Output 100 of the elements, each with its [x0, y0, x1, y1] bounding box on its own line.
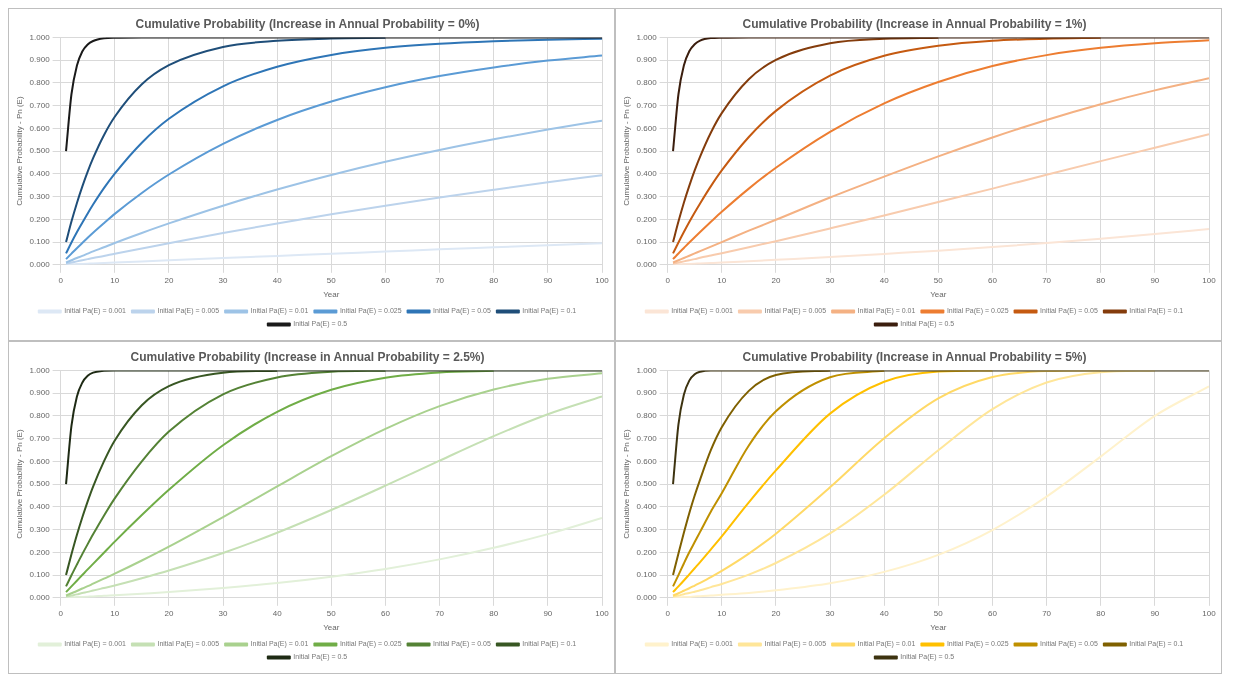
y-tick-label: 0.100 [636, 570, 658, 580]
line-series [65, 370, 279, 577]
y-tick-label: 0.000 [29, 260, 51, 269]
x-tick-label: 10 [110, 275, 120, 285]
x-tick-label: 70 [1042, 275, 1052, 285]
x-tick-label: 10 [110, 608, 120, 618]
line-series [672, 37, 1102, 255]
chart-title: Cumulative Probability (Increase in Annual Probability = 1%) [742, 16, 1087, 31]
x-tick-label: 80 [489, 608, 499, 618]
x-tick-label: 10 [717, 608, 727, 618]
x-tick-label: 0 [665, 275, 671, 285]
x-tick-label: 20 [164, 608, 174, 618]
x-tick-label: 100 [595, 608, 610, 618]
x-axis-title: Year [323, 623, 340, 633]
x-tick-label: 60 [987, 608, 998, 618]
y-tick-label: 0.500 [29, 479, 51, 489]
y-tick-label: 0.400 [29, 502, 51, 512]
x-tick-label: 60 [380, 275, 391, 285]
y-tick-label: 0.500 [636, 146, 658, 156]
y-tick-label: 0.200 [29, 214, 51, 224]
x-tick-label: 30 [825, 275, 836, 285]
y-tick-label: 0.700 [29, 100, 51, 110]
line-series [65, 370, 387, 588]
y-tick-label: 0.700 [636, 433, 658, 443]
x-tick-label: 40 [272, 608, 283, 618]
x-tick-label: 70 [1042, 608, 1052, 618]
line-series [672, 77, 1209, 264]
x-tick-label: 100 [1202, 275, 1217, 285]
y-tick-label: 0.200 [29, 547, 51, 557]
x-tick-label: 40 [272, 275, 283, 285]
y-tick-label: 0.300 [636, 524, 658, 534]
x-tick-label: 20 [771, 608, 781, 618]
y-tick-label: 0.400 [636, 502, 658, 512]
x-axis-title: Year [930, 623, 947, 633]
y-tick-label: 0.800 [636, 411, 658, 421]
x-tick-label: 30 [825, 608, 836, 618]
chart-title: Cumulative Probability (Increase in Annual Probability = 2.5%) [130, 349, 485, 364]
x-tick-label: 30 [218, 608, 229, 618]
line-series [65, 37, 387, 244]
y-tick-label: 0.600 [636, 456, 658, 466]
y-tick-label: 0.700 [636, 100, 658, 110]
x-tick-label: 0 [58, 275, 64, 285]
x-tick-label: 90 [543, 275, 553, 285]
x-tick-label: 70 [435, 275, 445, 285]
y-axis-title: Cumulative Probability - Pn (E) [15, 96, 24, 206]
y-tick-label: 0.500 [29, 146, 51, 156]
x-tick-label: 100 [595, 275, 610, 285]
y-tick-label: 0.300 [29, 524, 51, 534]
y-tick-label: 0.700 [29, 433, 51, 443]
y-tick-label: 0.400 [29, 169, 51, 179]
y-tick-label: 1.000 [29, 32, 51, 42]
chart-title: Cumulative Probability (Increase in Annual Probability = 0%) [135, 16, 480, 31]
x-tick-label: 50 [326, 275, 337, 285]
x-tick-label: 30 [218, 275, 229, 285]
y-tick-label: 0.300 [29, 191, 51, 201]
y-tick-label: 0.600 [29, 123, 51, 133]
y-tick-label: 0.100 [636, 237, 658, 247]
y-axis-title: Cumulative Probability - Pn (E) [15, 429, 24, 539]
y-tick-label: 0.300 [636, 191, 658, 201]
x-tick-label: 50 [933, 275, 944, 285]
y-tick-label: 0.600 [29, 456, 51, 466]
x-tick-label: 0 [58, 608, 64, 618]
y-tick-label: 0.100 [29, 237, 51, 247]
chart-title: Cumulative Probability (Increase in Annual Probability = 5%) [742, 349, 1087, 364]
y-tick-label: 0.500 [636, 479, 658, 489]
x-tick-label: 40 [879, 608, 890, 618]
y-tick-label: 0.200 [636, 547, 658, 557]
line-series [672, 370, 886, 588]
x-tick-label: 60 [380, 608, 391, 618]
y-tick-label: 1.000 [636, 32, 658, 42]
y-tick-label: 0.800 [29, 78, 51, 88]
y-tick-label: 0.100 [29, 570, 51, 580]
y-axis-title: Cumulative Probability - Pn (E) [622, 429, 631, 539]
y-tick-label: 0.800 [29, 411, 51, 421]
y-axis-title: Cumulative Probability - Pn (E) [622, 96, 631, 206]
line-series [672, 37, 940, 244]
x-tick-label: 60 [987, 275, 998, 285]
y-tick-label: 0.000 [636, 593, 658, 602]
y-tick-label: 0.200 [636, 214, 658, 224]
x-tick-label: 90 [1150, 608, 1160, 618]
line-series [65, 119, 602, 264]
y-tick-label: 0.900 [636, 55, 658, 65]
line-series [672, 39, 1209, 261]
x-tick-label: 50 [326, 608, 337, 618]
y-tick-label: 1.000 [636, 365, 658, 375]
x-tick-label: 40 [879, 275, 890, 285]
x-tick-label: 20 [771, 275, 781, 285]
x-tick-label: 90 [543, 608, 553, 618]
x-tick-label: 90 [1150, 275, 1160, 285]
x-tick-label: 80 [1096, 275, 1106, 285]
y-tick-label: 1.000 [29, 365, 51, 375]
y-tick-label: 0.400 [636, 169, 658, 179]
x-tick-label: 100 [1202, 608, 1217, 618]
y-tick-label: 0.000 [29, 593, 51, 602]
x-axis-title: Year [323, 290, 340, 300]
x-axis-title: Year [930, 290, 947, 300]
y-tick-label: 0.900 [29, 55, 51, 65]
line-series [65, 174, 602, 265]
y-tick-label: 0.000 [636, 260, 658, 269]
x-tick-label: 70 [435, 608, 445, 618]
